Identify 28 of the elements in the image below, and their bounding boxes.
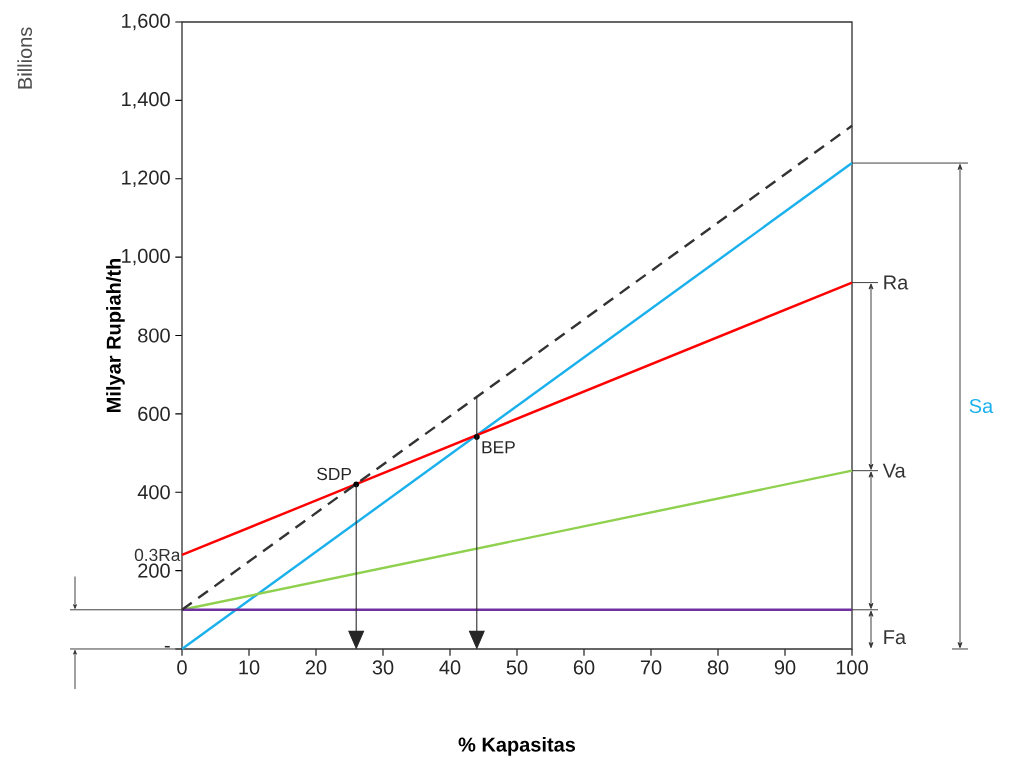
y-tick-label: 200 [138, 563, 170, 578]
x-tick-label: 80 [707, 660, 729, 675]
annotation: 0.3Ra [134, 548, 181, 562]
y-tick-label: 1,400 [122, 92, 170, 109]
text: Billions [17, 27, 32, 89]
y-tick-label: - [164, 645, 170, 648]
x-tick-label: 20 [305, 660, 327, 675]
y-tick-label: 400 [137, 485, 170, 500]
x-tick-label: 0 [177, 660, 187, 675]
x-tick-label: 100 [836, 660, 868, 675]
x-tick-label: 70 [640, 660, 662, 675]
x-axis-title: % Kapasitas [458, 737, 576, 756]
x-tick-label: 60 [573, 660, 595, 675]
series-label: Fa [884, 630, 907, 645]
series-label: Ra [884, 275, 909, 290]
text: Sa [969, 398, 994, 414]
x-tick-label: 90 [774, 660, 796, 675]
y-tick-label: 800 [138, 328, 170, 343]
x-tick-label: 10 [239, 660, 260, 675]
y-tick-label: 600 [138, 406, 170, 421]
annotation: BEP [482, 441, 515, 454]
x-tick-label: 40 [439, 660, 461, 675]
annotation: SDP [317, 467, 352, 481]
y-tick-label: 1,600 [122, 13, 170, 31]
series-label: Va [882, 463, 906, 478]
x-tick-label: 30 [372, 660, 394, 675]
x-tick-label: 50 [506, 660, 528, 675]
y-tick-label: 1,200 [122, 170, 170, 187]
